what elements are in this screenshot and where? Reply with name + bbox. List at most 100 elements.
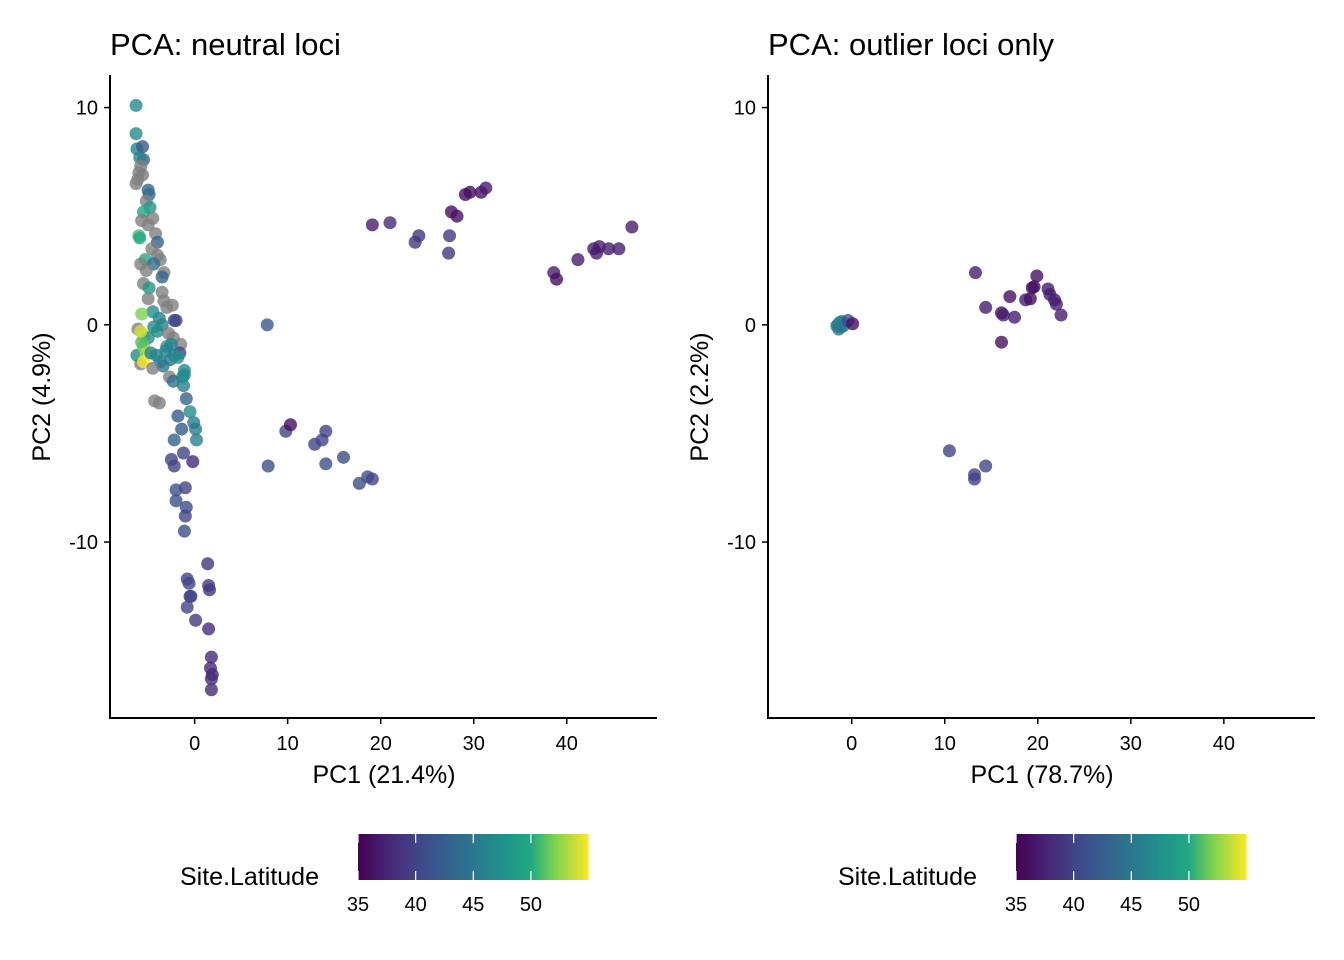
data-point: [129, 98, 143, 112]
data-point: [189, 613, 203, 627]
data-point: [996, 308, 1010, 322]
x-tick-label: 30: [1120, 733, 1142, 755]
data-point: [1054, 308, 1068, 322]
y-axis-label: PC2 (4.9%): [28, 332, 56, 461]
data-point: [182, 576, 196, 590]
data-point: [152, 311, 166, 325]
data-point: [176, 446, 190, 460]
data-point: [412, 229, 426, 243]
data-point: [190, 433, 204, 447]
y-tick-label: 10: [734, 98, 756, 120]
data-point: [463, 185, 477, 199]
data-point: [139, 264, 153, 278]
data-point: [133, 231, 147, 245]
y-tick-label: -10: [69, 532, 98, 554]
data-point: [319, 424, 333, 438]
data-point: [1023, 292, 1037, 306]
data-point: [625, 220, 639, 234]
legend-title: Site.Latitude: [838, 863, 977, 891]
data-point: [204, 650, 218, 664]
y-tick-label: 0: [87, 315, 98, 337]
chart-title: PCA: outlier loci only: [768, 27, 1055, 62]
data-point: [135, 307, 149, 321]
data-point: [186, 455, 200, 469]
x-tick-label: 0: [846, 733, 857, 755]
data-point: [319, 457, 333, 471]
data-point: [180, 600, 194, 614]
data-point: [1003, 290, 1017, 304]
data-point: [383, 216, 397, 230]
data-point: [1049, 297, 1063, 311]
data-point: [204, 672, 218, 686]
data-point: [202, 622, 216, 636]
data-point: [602, 242, 616, 256]
data-point: [167, 459, 181, 473]
data-point: [550, 272, 564, 286]
data-point: [846, 317, 860, 331]
data-point: [142, 281, 156, 295]
x-tick-label: 20: [370, 733, 392, 755]
data-point: [136, 355, 150, 369]
data-point: [260, 318, 274, 332]
data-point: [979, 459, 993, 473]
data-point: [336, 450, 350, 464]
data-point: [129, 127, 143, 141]
y-axis-label: PC2 (2.2%): [686, 332, 714, 461]
y-tick-label: 0: [745, 315, 756, 337]
data-point: [171, 350, 185, 364]
data-point: [177, 524, 191, 538]
data-point: [164, 337, 178, 351]
x-tick-label: 40: [1213, 733, 1235, 755]
data-point: [365, 218, 379, 232]
y-tick-label: -10: [727, 532, 756, 554]
data-point: [135, 335, 149, 349]
panel-neutral-loci: PCA: neutral loci PC1 (21.4%) PC2 (4.9%)…: [28, 27, 657, 916]
data-point: [167, 433, 181, 447]
data-point: [571, 253, 585, 267]
data-point: [203, 583, 217, 597]
data-point: [136, 140, 150, 154]
data-point: [1027, 280, 1041, 294]
panel-outlier-loci: PCA: outlier loci only PC1 (78.7%) PC2 (…: [686, 27, 1315, 916]
colorbar-tick-label: 50: [1178, 894, 1200, 916]
colorbar-tick-label: 40: [1063, 894, 1085, 916]
colorbar-tick-label: 45: [1120, 894, 1142, 916]
x-axis-label: PC1 (78.7%): [970, 761, 1113, 789]
data-point: [201, 557, 215, 571]
x-tick-label: 30: [463, 733, 485, 755]
x-tick-label: 10: [934, 733, 956, 755]
x-tick-label: 0: [189, 733, 200, 755]
x-axis-label: PC1 (21.4%): [312, 761, 455, 789]
data-point: [968, 266, 982, 280]
x-tick-label: 40: [556, 733, 578, 755]
chart-title: PCA: neutral loci: [110, 27, 341, 62]
colorbar-tick-label: 35: [347, 894, 369, 916]
data-point: [450, 209, 464, 223]
data-point: [942, 444, 956, 458]
data-point: [177, 363, 191, 377]
data-point: [169, 313, 183, 327]
data-point: [179, 392, 193, 406]
data-point: [189, 422, 203, 436]
data-point: [178, 509, 192, 523]
colorbar-tick-label: 35: [1005, 894, 1027, 916]
data-point: [183, 589, 197, 603]
data-point: [134, 324, 148, 338]
data-point: [141, 292, 155, 306]
data-point: [175, 422, 189, 436]
data-point: [155, 270, 169, 284]
x-tick-label: 20: [1027, 733, 1049, 755]
data-point: [968, 472, 982, 486]
data-point: [994, 335, 1008, 349]
legend-title: Site.Latitude: [180, 863, 319, 891]
data-point: [442, 246, 456, 260]
data-point: [979, 300, 993, 314]
data-point: [152, 396, 166, 410]
data-point: [146, 361, 160, 375]
data-point: [443, 229, 457, 243]
data-point: [1008, 310, 1022, 324]
data-point: [131, 172, 145, 186]
data-point: [1030, 269, 1044, 283]
y-tick-label: 10: [76, 98, 98, 120]
